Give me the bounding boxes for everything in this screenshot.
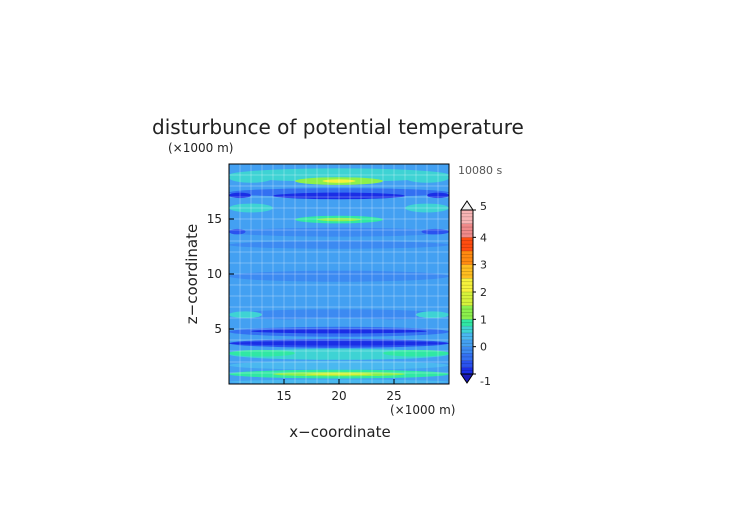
contour-region <box>229 341 449 346</box>
colorbar-segment <box>461 339 473 347</box>
colorbar-tick-label: 1 <box>480 313 487 326</box>
y-tick-label: 15 <box>207 212 222 226</box>
colorbar-tick-label: 2 <box>480 286 487 299</box>
contour-region <box>229 360 449 370</box>
contour-region <box>229 203 273 213</box>
contour-region <box>229 192 251 199</box>
y-axis: 5 10 15 <box>207 212 234 336</box>
colorbar-under-triangle <box>460 373 474 384</box>
x-tick-label: 15 <box>276 389 291 403</box>
colorbar-tick-label: 5 <box>480 200 487 213</box>
x-axis-label: x−coordinate <box>289 423 390 441</box>
colorbar-segment <box>461 333 473 340</box>
contour-region <box>229 172 273 183</box>
colorbar-segment <box>461 305 473 320</box>
colorbar-segment <box>461 264 473 279</box>
colorbar-segment <box>461 251 473 265</box>
colorbar-segment <box>461 223 473 238</box>
colorbar-segment <box>461 353 473 361</box>
contour-region <box>383 349 449 357</box>
contour-region <box>427 192 449 199</box>
colorbar-segment <box>461 367 473 374</box>
plot-area <box>229 164 449 384</box>
time-label: 10080 s <box>458 164 502 177</box>
colorbar-tick-label: -1 <box>480 375 491 388</box>
colorbar-segment <box>461 360 473 368</box>
colorbar-segment <box>461 346 473 354</box>
contour-region <box>229 270 449 282</box>
contour-region <box>251 329 427 334</box>
colorbar-segment <box>461 278 473 292</box>
x-tick-label: 20 <box>331 389 346 403</box>
y-axis-label: z−coordinate <box>183 224 201 324</box>
contour-region <box>405 172 449 183</box>
colorbar-segment <box>461 237 473 251</box>
colorbar-segment <box>461 326 473 333</box>
colorbar-segment <box>461 292 473 306</box>
colorbar-tick-label: 0 <box>480 341 487 354</box>
colorbar-over-triangle <box>460 200 474 211</box>
contour-region <box>229 311 262 319</box>
contour-region <box>405 203 449 213</box>
colorbar-tick-label: 4 <box>480 231 487 244</box>
contour-region <box>306 373 372 376</box>
y-tick-label: 10 <box>207 267 222 281</box>
contour-region <box>317 217 361 222</box>
contour-region <box>229 168 449 182</box>
contour-region <box>229 227 449 237</box>
contour-region <box>273 318 405 327</box>
colorbar-tick-label: 3 <box>480 259 487 272</box>
contour-region <box>229 349 295 357</box>
x-axis: 15 20 25 <box>276 379 402 403</box>
contour-region <box>229 241 449 249</box>
contour-region <box>229 309 449 321</box>
contour-region <box>322 179 356 183</box>
chart-title: disturbunce of potential temperature <box>152 115 524 139</box>
contour-region <box>229 228 246 235</box>
contour-region <box>273 192 405 200</box>
y-tick-label: 5 <box>214 322 222 336</box>
colorbar: -1 0 1 2 3 4 5 <box>460 200 491 388</box>
contour-region <box>416 311 449 319</box>
grid-lines <box>229 164 449 384</box>
contour-region <box>421 228 449 235</box>
x-unit-label: (×1000 m) <box>390 403 455 417</box>
colorbar-segment <box>461 210 473 224</box>
y-unit-label: (×1000 m) <box>168 141 233 155</box>
colorbar-segment <box>461 319 473 327</box>
x-tick-label: 25 <box>386 389 401 403</box>
